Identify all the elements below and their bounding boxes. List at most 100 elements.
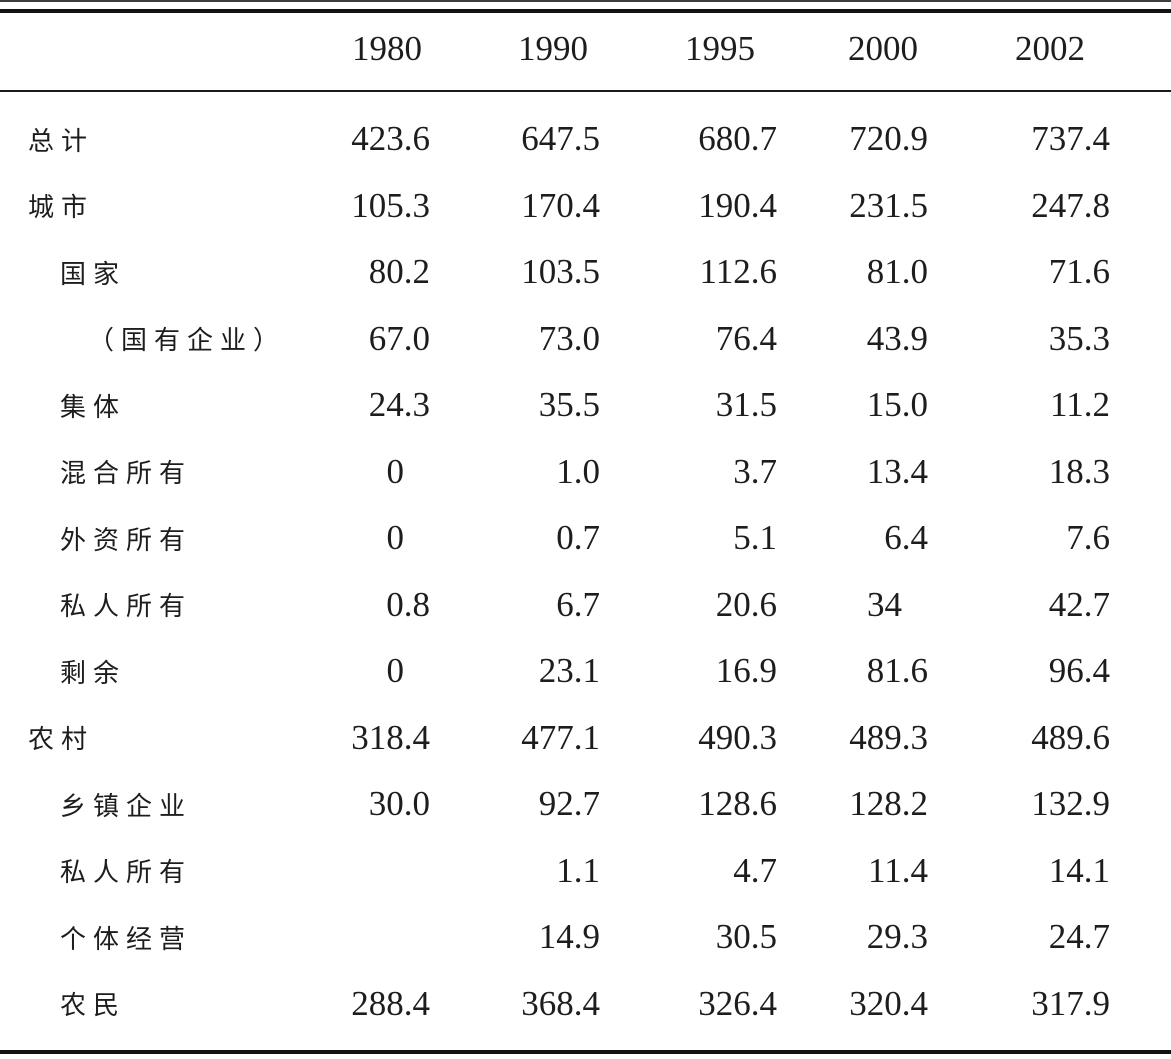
value-cell: 132.9 bbox=[1031, 784, 1110, 824]
table-row: 城市 105.3 170.4 190.4 231.5 247.8 bbox=[0, 173, 1171, 240]
value-cell: 92.7 bbox=[538, 784, 600, 824]
value-cell: 489.6 bbox=[1031, 717, 1110, 757]
row-label: 城市 bbox=[28, 193, 95, 223]
value-cell: 7.6 bbox=[1066, 518, 1110, 558]
value-cell: 1.1 bbox=[556, 850, 600, 890]
value-cell: 0 bbox=[386, 451, 405, 491]
value-cell: 1.0 bbox=[556, 451, 600, 491]
row-label: 农村 bbox=[28, 725, 95, 755]
table-row: 剩余 0 23.1 16.9 81.6 96.4 bbox=[0, 638, 1171, 705]
value-cell: 6.4 bbox=[884, 518, 928, 558]
value-cell: 680.7 bbox=[698, 119, 777, 159]
value-cell: 326.4 bbox=[698, 983, 777, 1023]
value-cell: 13.4 bbox=[866, 451, 928, 491]
value-cell: 477.1 bbox=[521, 717, 600, 757]
row-label: 农民 bbox=[60, 991, 127, 1021]
value-cell: 43.9 bbox=[866, 318, 928, 358]
value-cell: 0.8 bbox=[386, 584, 430, 624]
value-cell: 42.7 bbox=[1048, 584, 1110, 624]
value-cell: 24.7 bbox=[1048, 917, 1110, 957]
value-cell: 96.4 bbox=[1048, 651, 1110, 691]
value-cell: 3.7 bbox=[733, 451, 777, 491]
value-cell: 105.3 bbox=[351, 185, 430, 225]
value-cell: 14.1 bbox=[1048, 850, 1110, 890]
value-cell: 0 bbox=[386, 518, 405, 558]
table-row: 乡镇企业 30.0 92.7 128.6 128.2 132.9 bbox=[0, 771, 1171, 838]
value-cell: 423.6 bbox=[351, 119, 430, 159]
value-cell: 317.9 bbox=[1031, 983, 1110, 1023]
table-row: 私人所有 1.1 4.7 11.4 14.1 bbox=[0, 838, 1171, 905]
table-row: 国家 80.2 103.5 112.6 81.0 71.6 bbox=[0, 239, 1171, 306]
row-label: （国有企业） bbox=[88, 326, 287, 356]
value-cell: 24.3 bbox=[368, 385, 430, 425]
value-cell: 11.4 bbox=[868, 850, 928, 890]
value-cell: 5.1 bbox=[733, 518, 777, 558]
value-cell: 81.0 bbox=[866, 252, 928, 292]
row-label: 混合所有 bbox=[60, 459, 193, 489]
value-cell: 81.6 bbox=[866, 651, 928, 691]
value-cell: 247.8 bbox=[1031, 185, 1110, 225]
value-cell: 20.6 bbox=[715, 584, 777, 624]
row-label: 个体经营 bbox=[60, 924, 193, 954]
value-cell: 23.1 bbox=[538, 651, 600, 691]
top-hairline-rule bbox=[0, 0, 1171, 2]
value-cell: 76.4 bbox=[715, 318, 777, 358]
table-row: 集体 24.3 35.5 31.5 15.0 11.2 bbox=[0, 372, 1171, 439]
table-row: 农民 288.4 368.4 326.4 320.4 317.9 bbox=[0, 971, 1171, 1038]
value-cell: 6.7 bbox=[556, 584, 600, 624]
value-cell: 368.4 bbox=[521, 983, 600, 1023]
value-cell: 30.0 bbox=[368, 784, 430, 824]
value-cell: 14.9 bbox=[538, 917, 600, 957]
table-row: （国有企业） 67.0 73.0 76.4 43.9 35.3 bbox=[0, 306, 1171, 373]
bottom-thick-rule bbox=[0, 1050, 1171, 1054]
table-row: 农村 318.4 477.1 490.3 489.3 489.6 bbox=[0, 705, 1171, 772]
value-cell: 30.5 bbox=[715, 917, 777, 957]
value-cell: 35.5 bbox=[538, 385, 600, 425]
value-cell: 11.2 bbox=[1050, 385, 1110, 425]
value-cell: 231.5 bbox=[849, 185, 928, 225]
value-cell: 71.6 bbox=[1048, 252, 1110, 292]
table-row: 外资所有 0 0.7 5.1 6.4 7.6 bbox=[0, 505, 1171, 572]
top-thick-rule bbox=[0, 9, 1171, 13]
value-cell: 170.4 bbox=[521, 185, 600, 225]
value-cell: 0.7 bbox=[556, 518, 600, 558]
value-cell: 29.3 bbox=[866, 917, 928, 957]
value-cell: 737.4 bbox=[1031, 119, 1110, 159]
row-label: 乡镇企业 bbox=[60, 791, 193, 821]
value-cell: 647.5 bbox=[521, 119, 600, 159]
row-label: 国家 bbox=[60, 259, 127, 289]
value-cell: 190.4 bbox=[698, 185, 777, 225]
value-cell: 490.3 bbox=[698, 717, 777, 757]
table-body: 总计 423.6 647.5 680.7 720.9 737.4 城市 105.3 170.4 1… bbox=[0, 92, 1171, 1037]
header-separator-rule bbox=[0, 90, 1171, 92]
value-cell: 80.2 bbox=[368, 252, 430, 292]
value-cell: 16.9 bbox=[715, 651, 777, 691]
row-label: 总计 bbox=[28, 126, 95, 156]
value-cell: 720.9 bbox=[849, 119, 928, 159]
value-cell: 15.0 bbox=[866, 385, 928, 425]
column-header: 1990 bbox=[518, 29, 588, 68]
column-header: 1995 bbox=[685, 29, 755, 68]
row-label: 私人所有 bbox=[60, 858, 193, 888]
table-row: 混合所有 0 1.0 3.7 13.4 18.3 bbox=[0, 439, 1171, 506]
column-header: 1980 bbox=[352, 29, 422, 68]
value-cell: 103.5 bbox=[521, 252, 600, 292]
value-cell: 73.0 bbox=[538, 318, 600, 358]
table-header-row: 1980 1990 1995 2000 2002 bbox=[0, 13, 1171, 85]
value-cell: 67.0 bbox=[368, 318, 430, 358]
table-row: 私人所有 0.8 6.7 20.6 34 42.7 bbox=[0, 572, 1171, 639]
value-cell: 112.6 bbox=[699, 252, 777, 292]
row-label: 剩余 bbox=[60, 658, 127, 688]
table-row: 总计 423.6 647.5 680.7 720.9 737.4 bbox=[0, 106, 1171, 173]
row-label: 外资所有 bbox=[60, 525, 193, 555]
value-cell: 18.3 bbox=[1048, 451, 1110, 491]
value-cell: 31.5 bbox=[715, 385, 777, 425]
value-cell: 4.7 bbox=[733, 850, 777, 890]
value-cell: 489.3 bbox=[849, 717, 928, 757]
value-cell: 35.3 bbox=[1048, 318, 1110, 358]
value-cell: 288.4 bbox=[351, 983, 430, 1023]
value-cell: 0 bbox=[386, 651, 405, 691]
value-cell: 128.2 bbox=[849, 784, 928, 824]
value-cell: 34 bbox=[867, 584, 902, 624]
